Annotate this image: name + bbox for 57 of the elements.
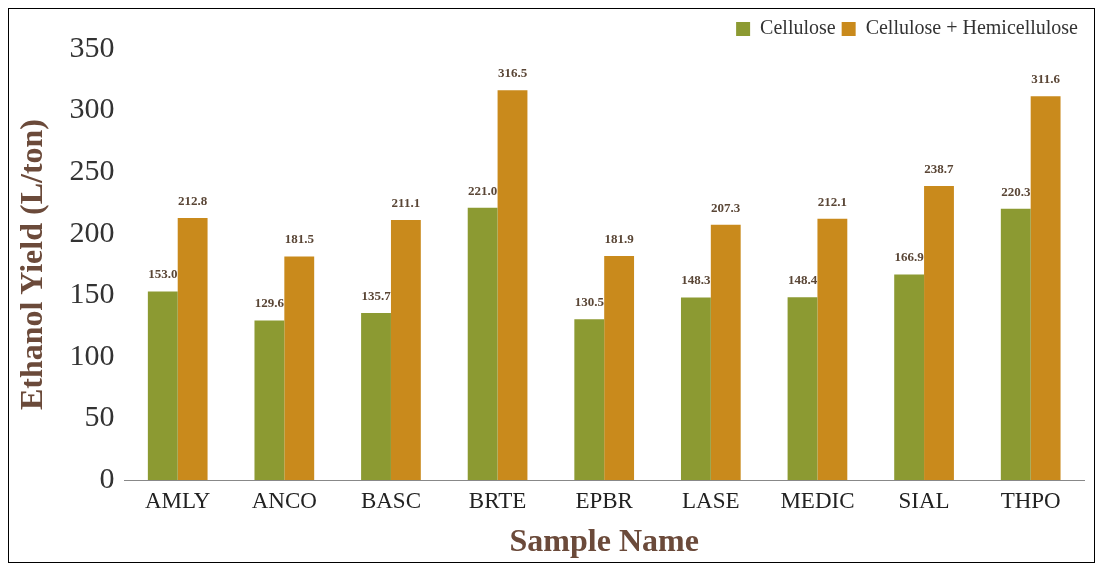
data-label: 212.8	[178, 192, 208, 208]
legend-label: Cellulose + Hemicellulose	[865, 16, 1079, 39]
data-label: 212.1	[817, 193, 847, 209]
x-tick-label: EPBR	[575, 487, 634, 513]
bar	[1000, 208, 1031, 480]
y-tick-label: 150	[69, 276, 115, 310]
bar	[467, 207, 498, 480]
y-tick-label: 300	[69, 91, 115, 125]
bar	[604, 256, 635, 480]
data-label: 207.3	[711, 199, 741, 215]
y-tick-label: 250	[69, 153, 115, 187]
data-label: 181.5	[284, 231, 315, 247]
data-label: 130.5	[574, 294, 605, 310]
x-tick-label: BASC	[360, 487, 421, 513]
data-label: 211.1	[391, 194, 421, 210]
y-tick-label: 0	[99, 460, 115, 494]
data-label: 129.6	[254, 295, 285, 311]
x-tick-label: MEDIC	[780, 487, 855, 513]
bar	[254, 320, 285, 480]
data-label: 153.0	[148, 266, 178, 282]
bar	[361, 312, 391, 480]
bar	[147, 291, 178, 480]
x-tick-label: ANCO	[251, 487, 317, 513]
bar	[177, 217, 208, 480]
data-label: 166.9	[894, 249, 925, 265]
y-tick-label: 350	[69, 29, 115, 63]
x-tick-label: THPO	[1000, 487, 1061, 513]
y-tick-label: 50	[84, 399, 115, 433]
data-label: 220.3	[1001, 183, 1031, 199]
bar	[574, 319, 605, 480]
bar	[1030, 96, 1061, 480]
data-label: 135.7	[361, 287, 392, 303]
y-axis-title: Ethanol Yield (L/ton)	[13, 119, 50, 410]
data-label: 316.5	[497, 65, 528, 81]
bar	[497, 90, 528, 480]
data-label: 221.0	[468, 182, 498, 198]
bar	[680, 297, 711, 480]
y-tick-label: 200	[69, 214, 115, 248]
data-label: 311.6	[1031, 71, 1061, 87]
bar	[817, 218, 848, 480]
bar	[924, 186, 954, 480]
x-tick-label: BRTE	[468, 487, 527, 513]
x-axis-title: Sample Name	[509, 522, 699, 559]
bar	[390, 220, 421, 480]
x-tick-label: SIAL	[898, 487, 950, 513]
x-tick-label: LASE	[682, 487, 740, 513]
bar	[787, 297, 818, 480]
data-label: 181.9	[604, 230, 635, 246]
x-tick-label: AMLY	[145, 487, 211, 513]
data-label: 148.4	[787, 272, 818, 288]
bar	[710, 224, 741, 480]
bar	[894, 274, 925, 480]
data-label: 238.7	[924, 160, 955, 176]
bar	[284, 256, 315, 480]
legend-label: Cellulose	[760, 16, 836, 39]
data-label: 148.3	[681, 272, 712, 288]
y-tick-label: 100	[69, 337, 115, 371]
